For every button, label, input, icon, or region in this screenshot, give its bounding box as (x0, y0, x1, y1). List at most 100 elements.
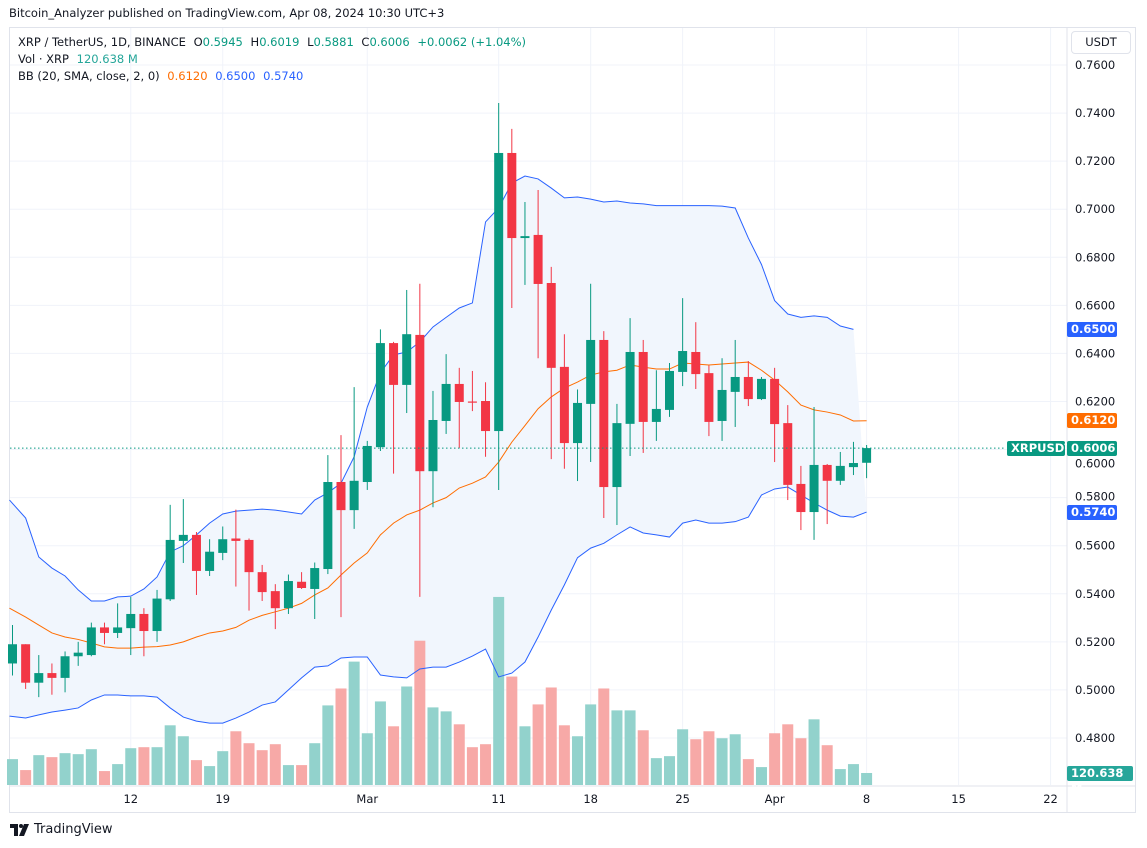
candle-bullish (756, 376, 766, 401)
candle-bearish (481, 382, 491, 457)
candle-body (638, 351, 648, 422)
volume-bar (834, 769, 846, 785)
bollinger-lower-line (9, 486, 867, 724)
candle-body (507, 152, 517, 239)
volume-bar (742, 759, 754, 785)
volume-bar (388, 726, 400, 785)
legend-bb-label[interactable]: BB (20, SMA, close, 2, 0) (18, 69, 160, 83)
volume-bar (466, 747, 478, 785)
candle-bullish (349, 387, 359, 529)
candle-bearish (99, 622, 109, 645)
price-tick-label: 0.6600 (1075, 298, 1115, 312)
candle-bearish (559, 334, 569, 469)
volume-bar (545, 687, 557, 785)
volume-bar (348, 661, 360, 785)
volume-bar (664, 756, 675, 785)
candle-bearish (139, 608, 149, 657)
price-tick-label: 0.7200 (1075, 154, 1115, 168)
candle-bearish (336, 435, 346, 618)
time-tick-label: 12 (123, 792, 138, 806)
candle-body (205, 551, 215, 571)
footer-brand-text: TradingView (34, 822, 113, 837)
candle-body (612, 423, 622, 488)
volume-bar (572, 736, 584, 785)
price-tick-label: 0.5800 (1075, 490, 1115, 504)
volume-bar (164, 725, 176, 785)
legend-symbol[interactable]: XRP / TetherUS, 1D, BINANCE (18, 35, 186, 49)
volume-bar (690, 739, 702, 785)
candle-bullish (730, 339, 740, 427)
candle-body (126, 613, 136, 629)
time-tick-label: 19 (215, 792, 230, 806)
candle-bullish (126, 596, 136, 656)
volume-bar (151, 747, 163, 785)
bollinger-band-fill (9, 176, 867, 724)
legend-change: +0.0062 (+1.04%) (417, 35, 527, 49)
candle-body (559, 366, 569, 444)
candle-bearish (231, 509, 241, 587)
price-tick-label: 0.7000 (1075, 202, 1115, 216)
candle-bearish (244, 538, 254, 611)
volume-bar (847, 764, 859, 785)
bb-upper-price-tag: 0.6500 (1067, 322, 1117, 337)
candle-bullish (152, 589, 162, 642)
candle-body (99, 627, 109, 633)
candle-body (231, 538, 241, 541)
volume-bar (453, 724, 465, 785)
candle-body (756, 378, 766, 400)
time-tick-label: 25 (675, 792, 690, 806)
time-tick-label: 15 (951, 792, 966, 806)
candle-bearish (599, 331, 609, 519)
candle-bearish (507, 128, 517, 308)
time-tick-label: 22 (1043, 792, 1058, 806)
publish-info: Bitcoin_Analyzer published on TradingVie… (9, 6, 445, 20)
candle-body (665, 370, 674, 410)
candle-body (678, 351, 688, 372)
candle-bullish (323, 455, 333, 575)
candle-body (86, 627, 96, 656)
legend-volume-label[interactable]: Vol · XRP (18, 52, 69, 66)
candle-body (415, 334, 425, 472)
legend-volume-value: 120.638 M (76, 52, 138, 66)
candle-body (47, 673, 57, 678)
candle-bullish (428, 390, 438, 508)
footer-brand[interactable]: TradingView (10, 822, 113, 837)
volume-bar (624, 710, 636, 785)
volume-bar (322, 705, 334, 785)
candle-body (783, 423, 793, 485)
candle-body (8, 644, 17, 664)
price-tick-label: 0.6200 (1075, 394, 1115, 408)
candle-body (402, 334, 412, 385)
candle-body (349, 480, 359, 511)
candle-body (625, 351, 635, 424)
candle-bullish (848, 441, 858, 476)
price-tick-label: 0.4800 (1075, 731, 1115, 745)
bollinger-upper-line (9, 175, 854, 602)
price-tick-label: 0.5000 (1075, 683, 1115, 697)
candle-bullish (73, 641, 83, 666)
volume-bar (296, 765, 308, 785)
price-tick-label: 0.5600 (1075, 539, 1115, 553)
candle-bearish (415, 283, 425, 597)
candle-bullish (178, 499, 188, 564)
candle-body (573, 402, 583, 444)
bb-lower-price-tag: 0.5740 (1067, 505, 1117, 520)
bb-basis-price-tag: 0.6120 (1067, 413, 1117, 428)
legend-low: L0.5881 (307, 35, 354, 49)
candle-bearish (822, 463, 832, 525)
price-tick-label: 0.5400 (1075, 587, 1115, 601)
currency-button[interactable]: USDT (1071, 31, 1131, 54)
candle-bullish (520, 201, 530, 285)
legend-symbol-row: XRP / TetherUS, 1D, BINANCE O0.5945 H0.6… (18, 35, 530, 49)
volume-bar (361, 733, 373, 785)
candle-bullish (665, 363, 674, 417)
candle-body (467, 401, 477, 403)
candle-body (270, 591, 280, 609)
volume-bar (519, 726, 531, 785)
legend-volume-row: Vol · XRP 120.638 M (18, 52, 142, 66)
volume-bar (440, 711, 452, 785)
legend-bb-upper: 0.6500 (215, 69, 256, 83)
candle-bearish (546, 266, 556, 460)
candle-body (862, 448, 872, 463)
